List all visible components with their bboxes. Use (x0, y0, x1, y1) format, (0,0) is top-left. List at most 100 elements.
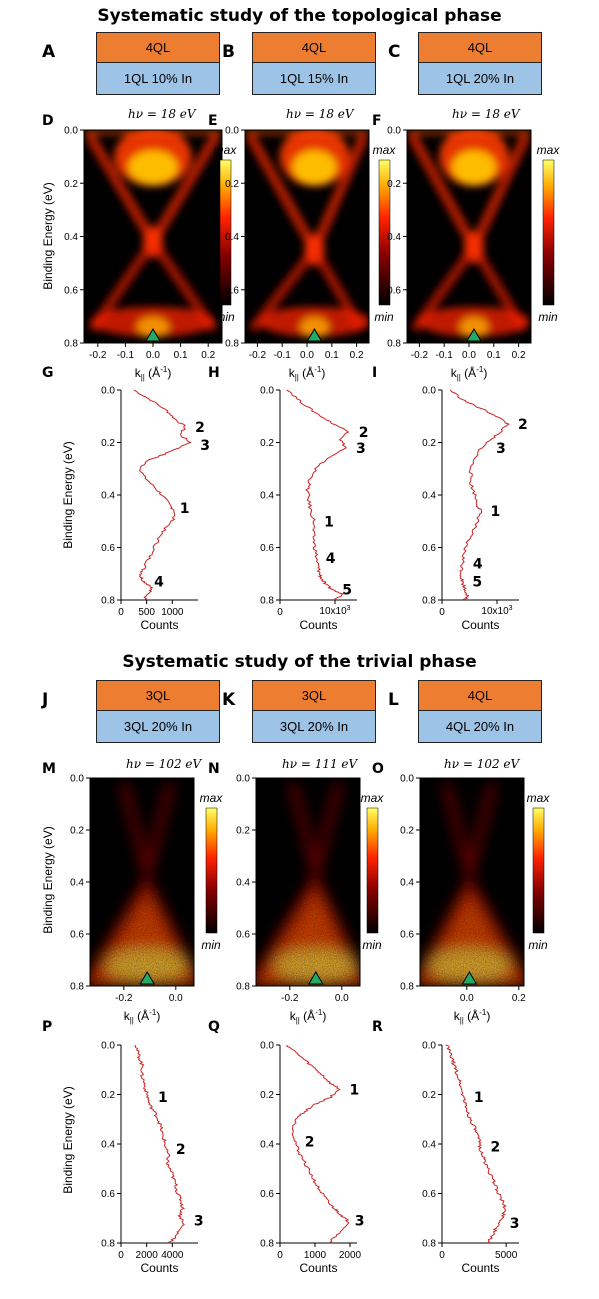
x-tick-label: 0.2 (512, 350, 526, 361)
y-tick-label: 0.8 (260, 1239, 274, 1250)
colorbar (366, 807, 379, 934)
dirac-marker (307, 971, 324, 985)
peak-label: 2 (176, 1142, 186, 1158)
k-axis-label-part: -1 (314, 365, 322, 374)
peak-label: 1 (324, 514, 334, 530)
panel-letter: N (208, 761, 220, 777)
k-axis-label: k|| (Å-1) (135, 365, 172, 382)
y-tick-label: 0.6 (422, 543, 436, 554)
x-tick-label: -0.2 (249, 350, 267, 361)
photon-energy-label: hν = 111 eV (282, 757, 359, 771)
y-tick-label: 0.0 (101, 386, 115, 397)
layer-bottom: 4QL 20% In (418, 711, 542, 743)
edc-curve (133, 389, 192, 601)
arpes-intensity (245, 130, 369, 338)
arpes-panel-e: 0.0 0.2 0.4 0.6 0.8 -0.2 -0.1 0.0 0.1 0.2 hν = 18 … (208, 107, 396, 382)
y-tick-label: 0.6 (225, 285, 239, 296)
k-axis-label: k|| (Å-1) (124, 1008, 161, 1025)
photon-energy-label: hν = 18 eV (452, 107, 521, 121)
colorbar-max-label: max (373, 143, 397, 157)
y-tick-label: 0.6 (260, 1189, 274, 1200)
x-tick-label: 1000 (161, 607, 184, 618)
x-tick-label: 0.1 (174, 350, 188, 361)
y-tick-label: 0.0 (422, 1041, 436, 1052)
k-axis-label-part: k (454, 1009, 461, 1023)
dirac-marker (139, 971, 156, 985)
y-tick-label: 0.0 (387, 126, 401, 137)
y-tick-label: 0.8 (422, 1239, 436, 1250)
k-axis-label-part: -1 (149, 1008, 157, 1017)
layer-bottom: 3QL 20% In (252, 711, 376, 743)
x-tick-label: -0.1 (117, 350, 135, 361)
x-tick-label: 0 (277, 607, 283, 618)
x-tick-label: 0.2 (201, 350, 215, 361)
y-tick-label: 0.2 (260, 438, 274, 449)
dirac-marker (145, 328, 161, 342)
counts-axis-label: Counts (461, 618, 499, 632)
x-scale-label: 10x103 (319, 605, 350, 617)
y-tick-label: 0.0 (400, 774, 414, 785)
layer-bottom: 3QL 20% In (96, 711, 220, 743)
arpes-panel-d: 0.0 0.2 0.4 0.6 0.8 -0.2 -0.1 0.0 0.1 0.2 hν = 18 … (42, 107, 237, 382)
k-axis-label-part: ) (167, 366, 171, 380)
panel-letter-l: L (388, 690, 399, 710)
panel-letter: G (42, 365, 54, 381)
colorbar (542, 159, 555, 306)
panel-letter-b: B (222, 42, 235, 62)
y-tick-label: 0.2 (422, 438, 436, 449)
layer-bottom: 1QL 10% In (96, 63, 220, 95)
x-tick-label: 0 (118, 1250, 124, 1261)
x-tick-label: 0.1 (325, 350, 339, 361)
k-axis-label-part: k (451, 366, 458, 380)
y-tick-label: 0.8 (225, 339, 239, 350)
edc-curve (134, 1044, 186, 1244)
y-tick-label: 0.6 (236, 930, 250, 941)
x-tick-label: 2000 (136, 1250, 159, 1261)
panel-letter: Q (208, 1019, 220, 1035)
k-axis-label-part: k (290, 1009, 297, 1023)
layer-top: 3QL (252, 680, 376, 711)
y-tick-label: 0.8 (422, 596, 436, 607)
colorbar (219, 159, 232, 306)
y-tick-label: 0.4 (260, 491, 274, 502)
x-tick-label: 0.2 (350, 350, 364, 361)
k-axis-label-part: (Å (300, 1008, 315, 1023)
k-axis-label-part: ) (483, 366, 487, 380)
layer-stack-l: 4QL 4QL 20% In (418, 680, 542, 743)
x-tick-label: 0 (277, 1250, 283, 1261)
k-axis-label-part: || (295, 373, 299, 382)
y-tick-label: 0.0 (260, 386, 274, 397)
edc-panel-g: 0.0 0.2 0.4 0.6 0.80 500 1000 2 3 1 4 Counts G (42, 365, 210, 632)
y-tick-label: 0.0 (260, 1041, 274, 1052)
panel-letter: E (208, 113, 218, 129)
x-tick-label: -0.1 (436, 350, 454, 361)
y-tick-label: 0.0 (70, 774, 84, 785)
y-tick-label: 0.0 (64, 126, 78, 137)
y-tick-label: 0.2 (64, 179, 78, 190)
binding-energy-axis-label: Binding Energy (eV) (61, 441, 75, 548)
colorbar-min-label: min (201, 938, 221, 952)
colorbar-min-label: min (538, 310, 558, 324)
counts-axis-label: Counts (461, 1261, 499, 1275)
x-tick-label: 2000 (339, 1250, 362, 1261)
peak-label: 1 (180, 501, 190, 517)
k-axis-label-part: -1 (476, 365, 484, 374)
y-tick-label: 0.6 (101, 543, 115, 554)
y-tick-label: 0.4 (422, 491, 436, 502)
layer-stack-j: 3QL 3QL 20% In (96, 680, 220, 743)
peak-label: 2 (359, 425, 369, 441)
peak-label: 3 (194, 1214, 204, 1230)
y-tick-label: 0.2 (101, 438, 115, 449)
panel-letter: R (372, 1019, 383, 1035)
y-tick-label: 0.4 (387, 232, 401, 243)
layer-stack-c: 4QL 1QL 20% In (418, 32, 542, 95)
dirac-marker (466, 328, 482, 342)
arpes-intensity (90, 778, 194, 986)
y-tick-label: 0.4 (101, 1140, 115, 1151)
y-tick-label: 0.2 (225, 179, 239, 190)
layer-top: 4QL (96, 32, 220, 63)
arpes-intensity (256, 778, 360, 986)
k-axis-label-part: || (457, 373, 461, 382)
k-axis-label-part: ) (322, 1009, 326, 1023)
x-tick-label: 0 (118, 607, 124, 618)
